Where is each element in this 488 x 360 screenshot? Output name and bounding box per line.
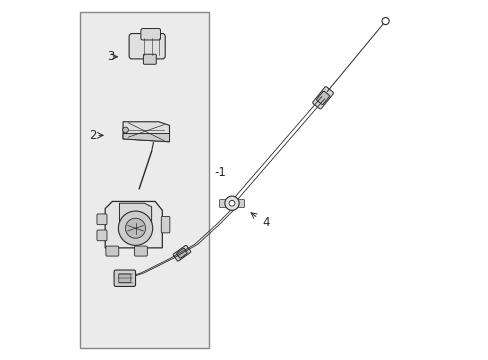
FancyBboxPatch shape — [97, 230, 107, 241]
Polygon shape — [119, 203, 151, 225]
Text: -1: -1 — [214, 166, 225, 179]
FancyBboxPatch shape — [173, 245, 190, 261]
FancyBboxPatch shape — [97, 214, 107, 225]
FancyBboxPatch shape — [141, 28, 160, 40]
FancyBboxPatch shape — [237, 200, 244, 207]
Circle shape — [381, 18, 388, 24]
FancyBboxPatch shape — [219, 200, 226, 207]
FancyBboxPatch shape — [176, 248, 187, 258]
Polygon shape — [123, 122, 169, 142]
Text: 2: 2 — [89, 129, 97, 142]
FancyBboxPatch shape — [129, 33, 165, 59]
FancyBboxPatch shape — [143, 54, 156, 64]
Circle shape — [125, 218, 145, 238]
Circle shape — [229, 201, 234, 206]
Circle shape — [122, 127, 128, 133]
FancyBboxPatch shape — [161, 216, 169, 233]
FancyBboxPatch shape — [119, 274, 131, 283]
FancyBboxPatch shape — [134, 246, 147, 256]
Circle shape — [118, 211, 152, 246]
FancyBboxPatch shape — [316, 91, 329, 104]
FancyBboxPatch shape — [312, 87, 333, 109]
FancyBboxPatch shape — [106, 246, 119, 256]
Text: 4: 4 — [262, 216, 269, 229]
Circle shape — [224, 196, 239, 210]
FancyBboxPatch shape — [114, 270, 135, 287]
Bar — [80, 12, 208, 348]
Polygon shape — [123, 134, 169, 142]
Polygon shape — [105, 202, 162, 248]
Text: 3: 3 — [107, 50, 114, 63]
